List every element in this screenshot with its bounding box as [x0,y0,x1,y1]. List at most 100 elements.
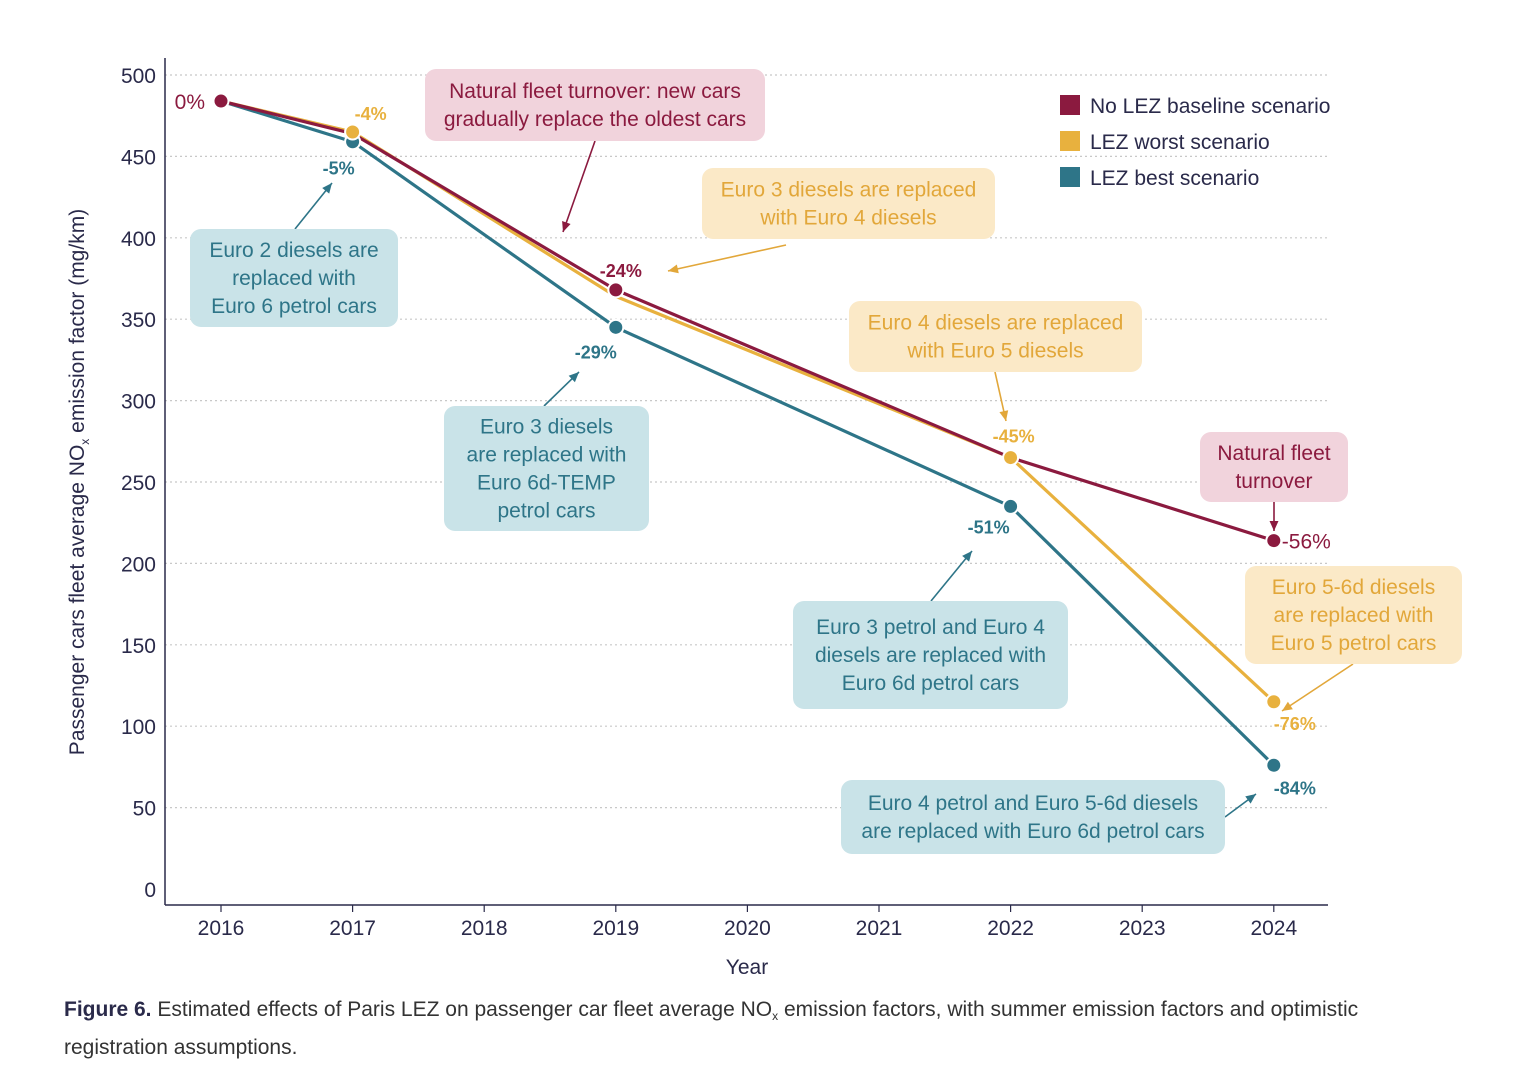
annotation-box: Euro 3 diesels are replaced with Euro 6d-T… [444,406,649,531]
x-tick-label: 2018 [461,917,508,940]
annotation-bg [425,69,765,141]
x-tick-label: 2024 [1250,917,1297,940]
annotation-text: are replaced with [467,444,627,467]
data-labels: 0% -24% -56% -4% -45% -76% -5% -29% -51% -84% [175,91,1331,798]
annotation-box: Euro 5-6d diesels are replaced with Euro 5… [1245,566,1462,664]
annotation-text: Euro 6 petrol cars [211,295,377,318]
legend-swatch [1060,167,1080,187]
x-tick-label: 2016 [198,917,245,940]
data-label: -45% [993,427,1035,447]
arrowhead [668,264,679,274]
y-tick-labels: 0 50 100 150 200 250 300 350 400 450 500 [121,65,156,902]
arrowhead [1282,701,1293,711]
legend-swatch [1060,95,1080,115]
annotation-text: Natural fleet turnover: new cars [449,80,741,103]
data-label: -4% [355,104,387,124]
y-tick-label: 0 [144,879,156,902]
annotation-arrow [562,140,596,233]
data-point [344,123,362,141]
arrowhead [1269,520,1279,531]
annotation-box: Natural fleet turnover [1200,432,1348,502]
annotation-text: Euro 3 diesels are replaced [721,179,977,202]
annotation-text: gradually replace the oldest cars [444,108,746,131]
annotation-bg [702,168,995,239]
annotation-box: Euro 4 diesels are replaced with Euro 5 d… [849,301,1142,372]
annotation-box: Euro 2 diesels are replaced with Euro 6 pe… [190,229,398,327]
legend-label: No LEZ baseline scenario [1090,95,1330,118]
data-point [607,281,625,299]
annotation-arrow [930,550,973,602]
annotation-bg [793,601,1068,709]
annotation-text: Euro 4 petrol and Euro 5-6d diesels [868,792,1198,815]
arrowhead [1245,794,1256,804]
data-label: -51% [968,517,1010,537]
axes [164,58,1328,906]
legend: No LEZ baseline scenario LEZ worst scenar… [1060,95,1330,190]
annotation-text: Euro 2 diesels are [209,239,378,262]
data-points [212,92,1283,774]
data-label: -84% [1274,778,1316,798]
arrowhead [562,221,571,232]
y-tick-label: 150 [121,635,156,658]
x-axis-label: Year [726,956,768,979]
annotation-bg [849,301,1142,372]
data-label: -29% [575,342,617,362]
y-tick-label: 100 [121,716,156,739]
y-tick-label: 250 [121,472,156,495]
annotation-text: diesels are replaced with [815,644,1046,667]
y-tick-label: 50 [133,798,156,821]
annotation-box: Euro 3 diesels are replaced with Euro 4 d… [702,168,995,239]
y-tick-label: 300 [121,391,156,414]
annotation-text: Euro 3 petrol and Euro 4 [816,616,1045,639]
data-point [1002,497,1020,515]
annotation-text: with Euro 4 diesels [759,207,936,230]
annotation-bg [190,229,398,327]
data-label: 0% [175,91,205,114]
legend-label: LEZ best scenario [1090,167,1259,190]
annotation-text: Euro 3 diesels [480,416,613,439]
figure-caption: Figure 6. Estimated effects of Paris LEZ… [64,994,1424,1064]
caption-text-before: Estimated effects of Paris LEZ on passen… [151,998,773,1021]
x-tick-label: 2020 [724,917,771,940]
x-tick-labels: 2016 2017 2018 2019 2020 2021 2022 2023 2024 [198,905,1297,940]
data-label: -5% [323,159,355,179]
data-point [607,318,625,336]
y-tick-label: 450 [121,146,156,169]
data-point [1265,532,1283,550]
x-tick-label: 2019 [592,917,639,940]
annotation-arrow [1281,663,1354,712]
annotation-text: turnover [1235,470,1312,493]
x-tick-label: 2017 [329,917,376,940]
arrowhead [568,372,579,383]
data-point [212,92,230,110]
x-tick-label: 2023 [1119,917,1166,940]
annotations: Natural fleet turnover: new cars graduall… [190,69,1462,854]
data-label: -24% [600,261,642,281]
annotation-bg [444,406,649,531]
annotation-arrows [294,140,1354,818]
annotation-text: Euro 4 diesels are replaced [868,312,1124,335]
data-point [1002,449,1020,467]
arrowhead [999,410,1009,421]
arrowhead [322,183,332,194]
annotation-arrow [667,244,787,272]
annotation-bg [1245,566,1462,664]
y-tick-label: 400 [121,228,156,251]
data-label: -76% [1274,714,1316,734]
data-point [1265,693,1283,711]
y-tick-label: 200 [121,553,156,576]
annotation-box: Euro 4 petrol and Euro 5-6d diesels are r… [841,780,1225,854]
annotation-text: with Euro 5 diesels [906,340,1083,363]
annotation-text: Euro 5 petrol cars [1271,632,1437,655]
y-tick-label: 500 [121,65,156,88]
data-point [1265,756,1283,774]
y-axis-label: Passenger cars fleet average NOx emissio… [66,209,92,755]
annotation-text: Natural fleet [1217,442,1330,465]
annotation-box: Natural fleet turnover: new cars graduall… [425,69,765,141]
annotation-text: are replaced with Euro 6d petrol cars [861,820,1204,843]
annotation-text: petrol cars [497,500,595,523]
annotation-bg [841,780,1225,854]
caption-label: Figure 6. [64,998,152,1021]
annotation-bg [1200,432,1348,502]
y-tick-label: 350 [121,309,156,332]
